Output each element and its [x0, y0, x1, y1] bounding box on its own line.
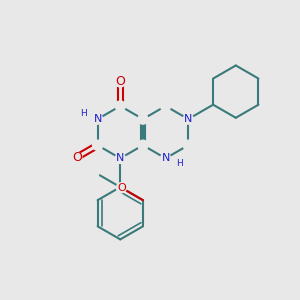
Text: O: O	[117, 183, 126, 193]
Text: O: O	[115, 75, 125, 88]
Text: N: N	[93, 114, 102, 124]
Text: H: H	[80, 110, 87, 118]
Text: N: N	[116, 153, 124, 163]
Circle shape	[93, 114, 103, 124]
Circle shape	[115, 153, 125, 164]
Circle shape	[72, 152, 82, 162]
Circle shape	[183, 140, 193, 150]
Circle shape	[160, 101, 171, 111]
Circle shape	[115, 101, 125, 111]
Circle shape	[115, 77, 125, 87]
Circle shape	[138, 114, 148, 124]
Text: O: O	[72, 151, 82, 164]
Text: N: N	[184, 114, 192, 124]
Text: N: N	[161, 153, 170, 163]
Circle shape	[93, 140, 103, 150]
Circle shape	[116, 183, 127, 193]
Circle shape	[183, 114, 193, 124]
Circle shape	[160, 153, 171, 164]
Circle shape	[138, 140, 148, 150]
Text: H: H	[177, 159, 183, 168]
